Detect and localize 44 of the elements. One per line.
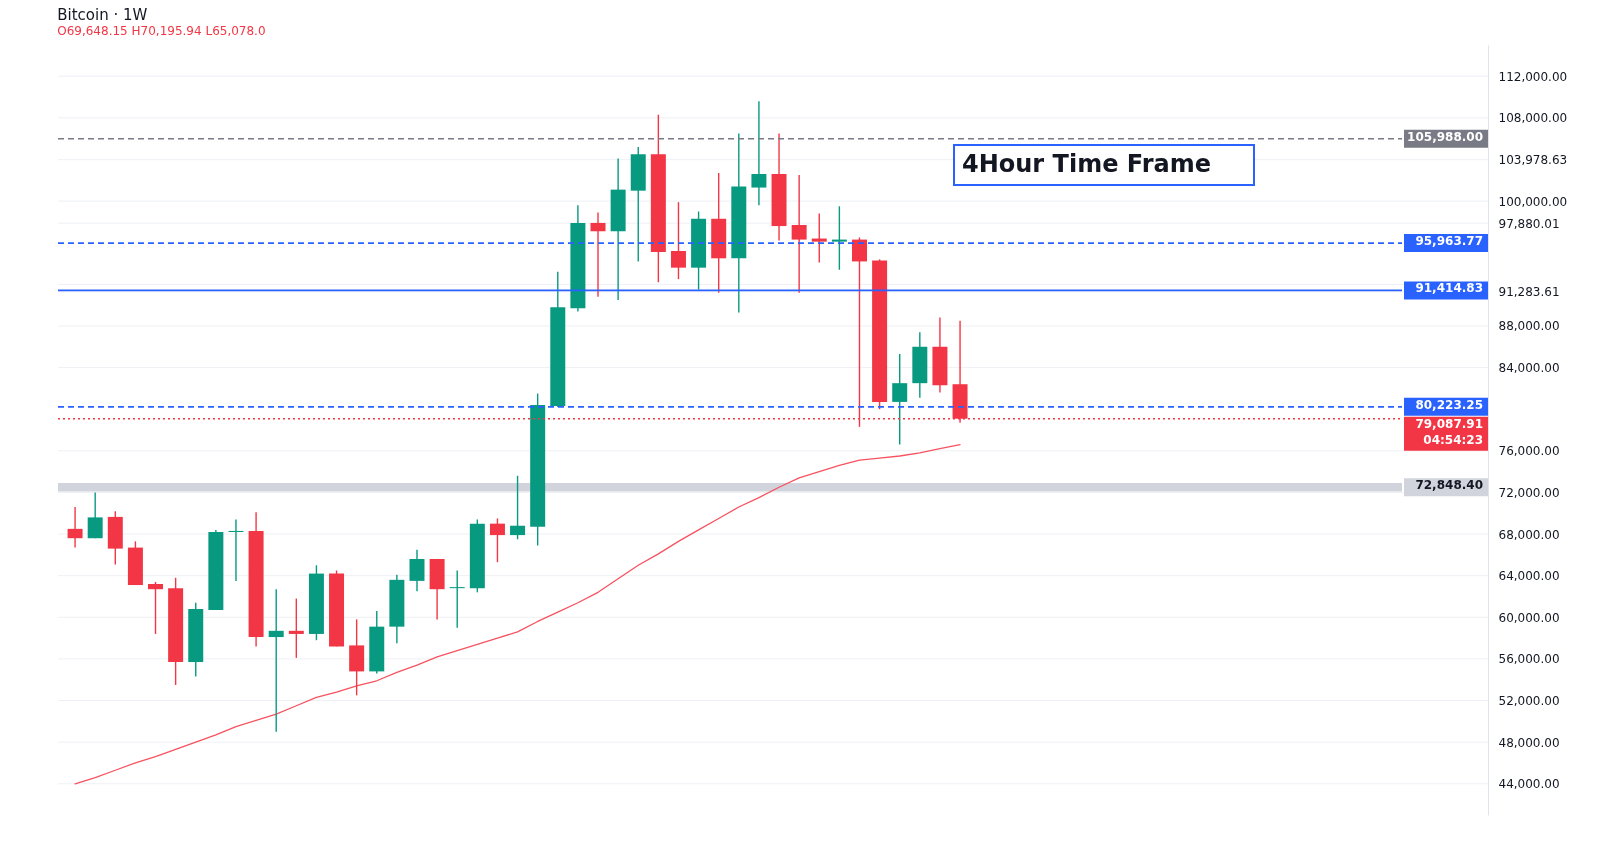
y-tick-label: 72,000.00 xyxy=(1498,485,1560,500)
chart-title: Bitcoin · 1W xyxy=(57,6,148,24)
y-tick-label: 88,000.00 xyxy=(1498,319,1560,334)
y-tick-label: 112,000.00 xyxy=(1498,69,1568,84)
y-tick-label: 64,000.00 xyxy=(1498,569,1560,584)
candlestick xyxy=(449,569,465,629)
candlestick xyxy=(510,475,526,540)
y-tick-label: 108,000.00 xyxy=(1498,111,1568,126)
candlestick xyxy=(67,506,83,549)
candlestick xyxy=(670,201,686,280)
chart-subtitle: O69,648.15 H70,195.94 L65,078.0 xyxy=(57,24,266,38)
y-tick-label: 44,000.00 xyxy=(1498,777,1560,792)
candlestick xyxy=(590,211,606,298)
y-tick-label: 97,880.01 xyxy=(1498,216,1560,231)
y-tick-label: 76,000.00 xyxy=(1498,444,1560,459)
candlestick xyxy=(811,212,827,264)
ref-line-label: 91,414.83 xyxy=(1415,281,1483,296)
y-tick-label: 56,000.00 xyxy=(1498,652,1560,667)
candlestick xyxy=(892,353,908,446)
band-label: 72,848.40 xyxy=(1415,478,1483,493)
y-tick-label: 48,000.00 xyxy=(1498,735,1560,750)
y-tick-label: 100,000.00 xyxy=(1498,194,1568,209)
y-tick-label: 68,000.00 xyxy=(1498,527,1560,542)
ref-line-label: 80,223.25 xyxy=(1415,397,1483,412)
y-tick-label: 84,000.00 xyxy=(1498,361,1560,376)
candlestick xyxy=(228,518,244,582)
ref-line-label: 95,963.77 xyxy=(1415,234,1483,249)
y-tick-label: 60,000.00 xyxy=(1498,610,1560,625)
candlestick xyxy=(268,588,284,733)
candlestick xyxy=(751,100,767,206)
candlestick xyxy=(791,174,807,294)
candlestick xyxy=(831,205,847,271)
line-series xyxy=(74,443,961,785)
candlestick xyxy=(409,548,425,592)
candlestick xyxy=(87,491,103,539)
y-tick-label: 103,978.63 xyxy=(1498,153,1568,168)
ref-line-label: 105,988.00 xyxy=(1407,129,1483,144)
candlestick xyxy=(148,581,164,635)
y-tick-label: 91,283.61 xyxy=(1498,285,1560,300)
candlestick xyxy=(489,517,505,563)
ref-line-label: 79,087.91 04:54:23 xyxy=(1415,416,1483,447)
annotation: 4Hour Time Frame xyxy=(962,150,1211,178)
y-tick-label: 52,000.00 xyxy=(1498,694,1560,709)
candlestick xyxy=(288,597,304,659)
